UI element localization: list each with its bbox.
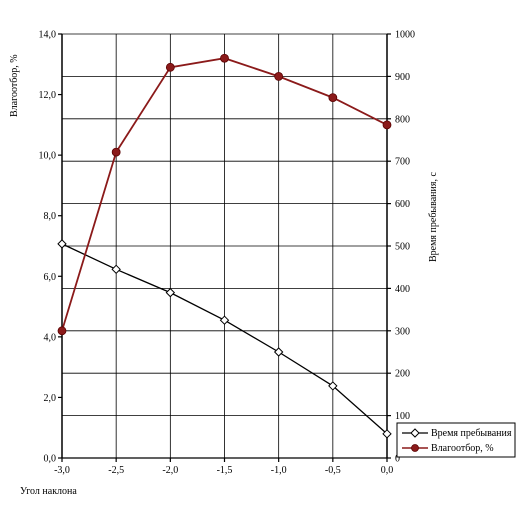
y-left-tick-label: 0,0: [44, 454, 57, 465]
x-axis-title: Угол наклона: [20, 486, 77, 497]
y-right-tick-label: 300: [395, 326, 410, 337]
data-point-moisture: [165, 62, 175, 72]
x-tick-label: -2,5: [108, 465, 124, 476]
data-point-moisture: [274, 72, 284, 81]
data-point-moisture: [328, 93, 338, 102]
x-tick-label: 0,0: [381, 465, 394, 476]
y-right-tick-label: 900: [395, 72, 410, 83]
series: [57, 53, 392, 439]
data-point-moisture: [382, 120, 392, 130]
y-right-tick-label: 500: [395, 242, 410, 253]
y-right-tick-label: 700: [395, 157, 410, 168]
x-tick-label: -1,0: [271, 465, 287, 476]
x-tick-label: -2,0: [162, 465, 178, 476]
y-right-tick-labels: 0 100 200 300 400 500 600 700 800 900 1000: [395, 30, 415, 465]
axes: [58, 33, 391, 462]
y-left-tick-label: 14,0: [39, 30, 57, 41]
y-right-tick-label: 0: [395, 454, 400, 465]
series-moisture: [57, 53, 392, 336]
grid: [61, 33, 388, 459]
data-point-time: [273, 347, 284, 357]
y-right-tick-label: 100: [395, 411, 410, 422]
legend-marker-time: [410, 428, 420, 438]
data-point-moisture: [57, 326, 67, 336]
x-tick-label: -3,0: [54, 465, 70, 476]
y-left-tick-label: 4,0: [44, 332, 57, 343]
y-left-tick-labels: 0,0 2,0 4,0 6,0 8,0 10,0 12,0 14,0: [39, 30, 57, 465]
y-left-tick-label: 6,0: [44, 272, 57, 283]
x-tick-label: -1,5: [217, 465, 233, 476]
legend-label-time: Время пребывания: [431, 428, 512, 439]
data-point-time: [57, 239, 67, 249]
data-point-time: [111, 264, 121, 275]
data-point-moisture: [111, 147, 121, 157]
y-right-axis-title: Время пребывания, с: [428, 172, 439, 262]
legend: Время пребывания Влагоотбор, %: [396, 422, 516, 458]
x-tick-label: -0,5: [325, 465, 341, 476]
y-right-tick-label: 800: [395, 114, 410, 125]
data-point-moisture: [220, 53, 229, 63]
data-point-time: [165, 287, 176, 298]
y-left-axis-title: Влагоотбор, %: [9, 54, 20, 117]
y-left-tick-label: 10,0: [39, 151, 57, 162]
legend-marker-moisture: [411, 444, 419, 452]
x-tick-labels: -3,0 -2,5 -2,0 -1,5 -1,0 -0,5 0,0: [54, 465, 393, 476]
y-left-tick-label: 8,0: [44, 211, 57, 222]
y-right-tick-label: 600: [395, 199, 410, 210]
y-right-tick-label: 1000: [395, 30, 415, 41]
series-time: [57, 239, 392, 439]
y-right-tick-label: 400: [395, 284, 410, 295]
data-point-time: [382, 429, 392, 439]
data-point-time: [219, 315, 230, 325]
y-left-tick-label: 12,0: [39, 90, 57, 101]
y-left-tick-label: 2,0: [44, 393, 57, 404]
data-point-time: [328, 381, 338, 391]
y-right-tick-label: 200: [395, 369, 410, 380]
legend-label-moisture: Влагоотбор, %: [431, 443, 494, 454]
